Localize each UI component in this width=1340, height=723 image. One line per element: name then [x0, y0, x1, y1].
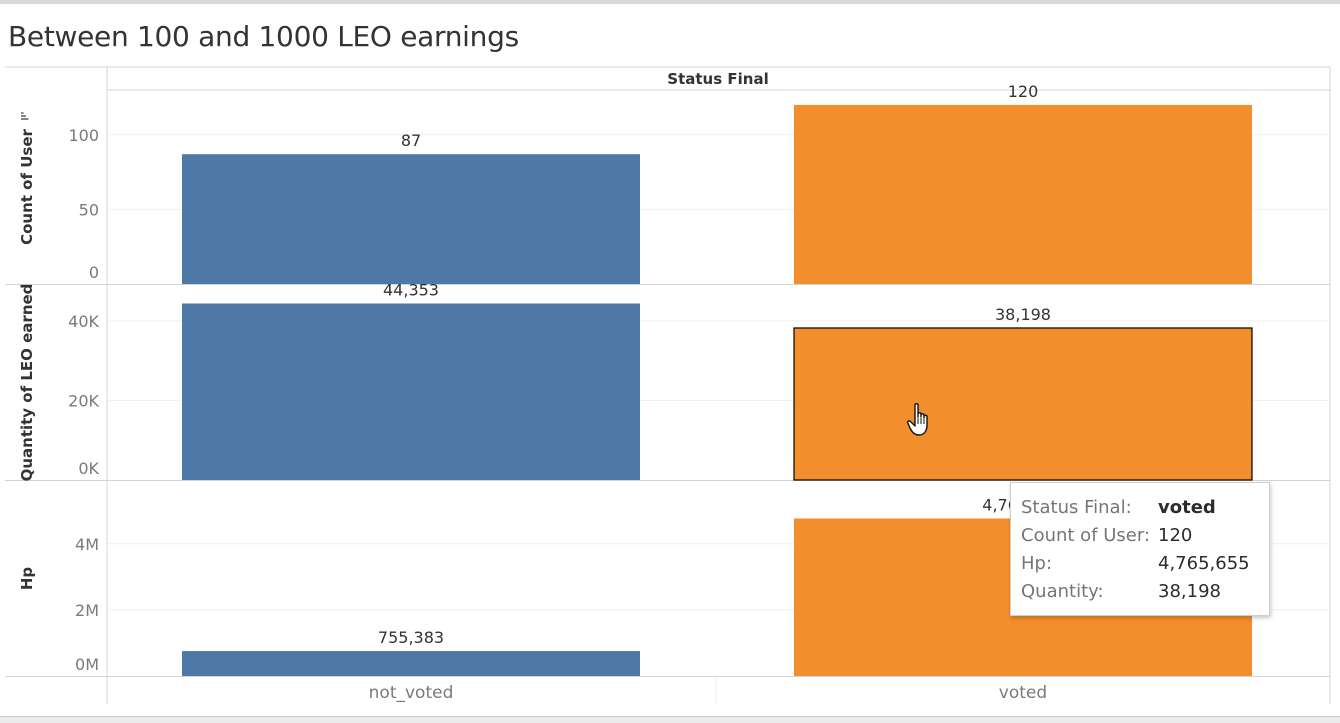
- column-header: Status Final: [667, 70, 768, 88]
- tooltip: Status Final: voted Count of User: 120 H…: [1010, 482, 1270, 616]
- bar-voted: [794, 104, 1252, 284]
- y-axis-label: Hp: [18, 567, 36, 591]
- bar-not_voted: [182, 303, 640, 480]
- y-tick-label: 0: [89, 263, 99, 282]
- y-tick-label: 4M: [75, 535, 99, 554]
- data-label: 120: [1008, 82, 1039, 101]
- bar-voted: [793, 327, 1253, 481]
- data-label: 38,198: [995, 305, 1051, 324]
- tooltip-value: 38,198: [1158, 581, 1221, 602]
- bar-not_voted: [182, 651, 640, 676]
- y-tick-label: 50: [79, 200, 99, 219]
- y-tick-label: 0K: [78, 459, 99, 478]
- y-axis-label: Quantity of LEO earned: [18, 284, 36, 482]
- y-tick-label: 40K: [68, 312, 99, 331]
- tooltip-key: Quantity:: [1021, 581, 1104, 602]
- tooltip-value: 120: [1158, 525, 1193, 546]
- x-tick-label: not_voted: [369, 683, 454, 703]
- bar-not_voted: [182, 154, 640, 284]
- y-tick-label: 100: [68, 126, 99, 145]
- data-label: 44,353: [383, 280, 439, 299]
- tooltip-key: Hp:: [1021, 553, 1053, 574]
- chart-title: Between 100 and 1000 LEO earnings: [8, 20, 519, 53]
- tooltip-key: Status Final:: [1021, 497, 1132, 518]
- hand-pointer-cursor-icon: [906, 403, 928, 436]
- y-tick-label: 20K: [68, 391, 99, 410]
- tooltip-value: voted: [1158, 497, 1216, 518]
- y-tick-label: 2M: [75, 601, 99, 620]
- window-bottom-border: [0, 716, 1340, 723]
- tooltip-key: Count of User:: [1021, 525, 1151, 546]
- y-tick-label: 0M: [75, 655, 99, 674]
- tooltip-value: 4,765,655: [1158, 553, 1250, 574]
- x-tick-label: voted: [999, 683, 1047, 703]
- window-top-border: [0, 0, 1340, 4]
- data-label: 755,383: [378, 628, 444, 647]
- data-label: 87: [401, 131, 421, 150]
- y-axis-label: Count of User: [18, 129, 36, 245]
